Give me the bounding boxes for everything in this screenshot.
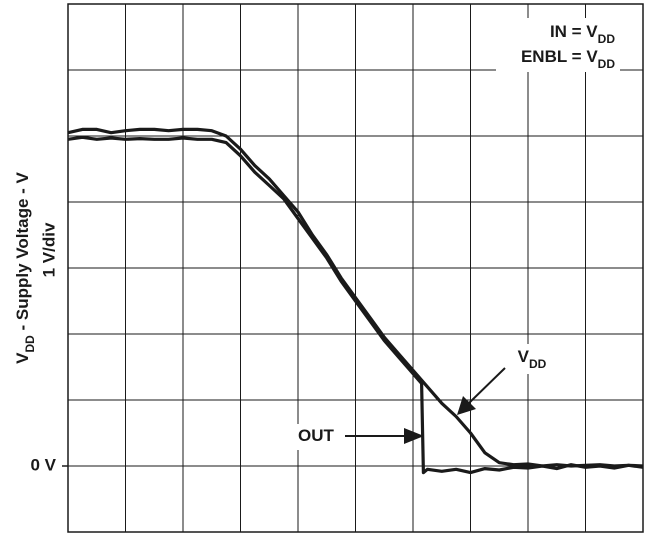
- series-label-part: V: [518, 347, 530, 366]
- out-arrowhead: [404, 428, 424, 444]
- y-axis-label: VDD - Supply Voltage - V: [13, 171, 37, 363]
- condition-part: IN = V: [550, 22, 598, 41]
- y-axis-label-part: - Supply Voltage - V: [13, 171, 32, 335]
- vdd-label-box: [508, 344, 556, 374]
- y-scale-label: 1 V/div: [39, 222, 58, 277]
- condition-part: DD: [598, 32, 616, 46]
- series-label-part: OUT: [298, 426, 335, 445]
- condition-part: DD: [598, 57, 616, 71]
- condition: IN = VDD: [550, 22, 615, 46]
- series-label: VDD: [518, 347, 547, 371]
- grid: [62, 3, 644, 533]
- condition: ENBL = VDD: [521, 47, 615, 71]
- vdd-arrowhead: [457, 396, 476, 415]
- series-label-part: DD: [529, 357, 547, 371]
- annotations: [290, 18, 620, 450]
- vdd-arrow: [467, 367, 506, 405]
- conditions-box: [496, 18, 620, 72]
- traces: [67, 127, 644, 475]
- y-axis-label-part: DD: [23, 335, 37, 353]
- out-label-box: [290, 424, 342, 450]
- trace: [67, 135, 644, 475]
- y-axis-label-part: V: [13, 352, 32, 364]
- condition-part: ENBL = V: [521, 47, 598, 66]
- series-label: OUT: [298, 426, 335, 445]
- y-tick-label: 0 V: [30, 455, 56, 474]
